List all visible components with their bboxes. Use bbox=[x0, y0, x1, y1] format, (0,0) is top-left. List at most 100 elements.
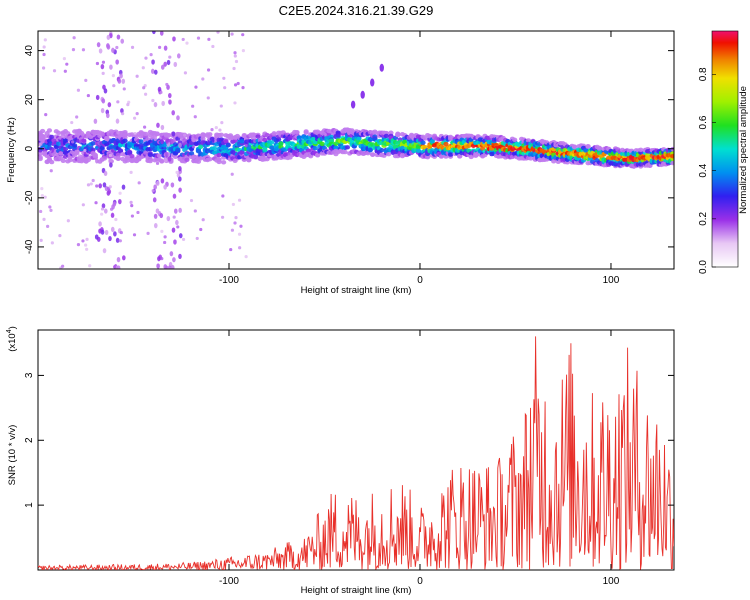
spectrogram-cell bbox=[39, 128, 46, 134]
noise-cell bbox=[95, 61, 100, 66]
noise-cell bbox=[241, 33, 245, 37]
noise-cell bbox=[76, 88, 81, 92]
noise-cell bbox=[178, 176, 182, 182]
noise-cell bbox=[75, 115, 79, 119]
spectrogram-cell bbox=[443, 141, 449, 147]
spectrogram-cell bbox=[62, 146, 69, 152]
noise-cell bbox=[163, 240, 167, 245]
spectrogram-cell bbox=[147, 158, 153, 164]
noise-cell bbox=[116, 131, 120, 135]
noise-cell bbox=[98, 48, 103, 54]
spectrogram-ylabel: Frequency (Hz) bbox=[6, 117, 17, 182]
noise-cell bbox=[120, 108, 124, 114]
noise-cell bbox=[219, 104, 223, 108]
noise-cell bbox=[237, 232, 242, 236]
noise-cell bbox=[95, 158, 99, 164]
noise-cell bbox=[103, 155, 107, 159]
noise-cell bbox=[168, 92, 172, 99]
snr-multiplier-exp: 4 bbox=[6, 329, 13, 333]
colorbar-tick-label: 0.4 bbox=[698, 163, 709, 177]
spectrogram-cell bbox=[269, 140, 275, 145]
spectrogram-cell bbox=[115, 152, 121, 158]
noise-cell bbox=[171, 227, 176, 233]
noise-cell bbox=[116, 34, 121, 40]
noise-cell bbox=[104, 185, 109, 192]
spectrogram-cell bbox=[367, 147, 373, 153]
noise-cell bbox=[118, 191, 122, 195]
noise-cell bbox=[85, 247, 89, 251]
spectrogram-cell bbox=[53, 144, 59, 150]
noise-cell bbox=[44, 113, 48, 117]
spectrogram-cell bbox=[67, 157, 73, 163]
noise-cell bbox=[153, 101, 158, 108]
noise-cell bbox=[135, 74, 139, 78]
spectrogram-cell bbox=[49, 159, 55, 165]
noise-cell bbox=[76, 243, 81, 247]
spectrogram-cell bbox=[457, 153, 463, 159]
colorbar-gradient bbox=[711, 30, 739, 268]
spectrogram-cell bbox=[305, 148, 312, 154]
noise-cell bbox=[129, 200, 133, 204]
noise-cell bbox=[115, 237, 120, 243]
spectrogram-cell bbox=[596, 146, 603, 151]
noise-cell bbox=[206, 96, 210, 100]
noise-cell bbox=[96, 42, 101, 48]
spectrogram-cell bbox=[315, 153, 321, 158]
spectrogram-cell bbox=[246, 157, 252, 163]
noise-cell bbox=[52, 69, 57, 73]
noise-cell bbox=[132, 233, 137, 237]
noise-cell bbox=[114, 133, 119, 139]
noise-cell bbox=[156, 180, 160, 186]
noise-cell bbox=[206, 68, 211, 72]
noise-cell bbox=[160, 64, 165, 70]
noise-cell bbox=[239, 224, 243, 228]
noise-cell bbox=[185, 41, 189, 45]
noise-cell bbox=[136, 210, 140, 215]
noise-cell bbox=[81, 239, 85, 243]
spectrogram-cell bbox=[399, 145, 406, 151]
noise-cell bbox=[233, 221, 237, 225]
noise-cell bbox=[233, 83, 238, 87]
noise-cell bbox=[107, 189, 112, 195]
noise-cell bbox=[101, 131, 105, 137]
noise-cell bbox=[98, 221, 102, 227]
noise-cell bbox=[160, 178, 165, 184]
spectrogram-cell bbox=[221, 160, 227, 165]
noise-cell bbox=[176, 225, 180, 229]
noise-cell bbox=[238, 246, 242, 250]
noise-cell bbox=[61, 264, 65, 268]
ytick-label: 20 bbox=[24, 94, 35, 106]
noise-cell bbox=[102, 248, 107, 254]
noise-cell bbox=[108, 158, 112, 164]
spectrogram-cell bbox=[207, 156, 213, 162]
spectrogram-cell bbox=[90, 141, 96, 146]
noise-cell bbox=[183, 133, 187, 137]
noise-cell bbox=[118, 239, 122, 243]
spectrogram-cell bbox=[512, 137, 518, 143]
noise-cell bbox=[178, 207, 182, 213]
noise-cell bbox=[126, 102, 130, 107]
spectrogram-cell bbox=[356, 136, 362, 141]
spectrogram-cell bbox=[108, 145, 114, 150]
xtick-label: -100 bbox=[219, 275, 239, 286]
xtick-label: 0 bbox=[417, 576, 423, 587]
spectrogram-xlabel: Height of straight line (km) bbox=[301, 285, 412, 296]
spectrogram-cell bbox=[344, 145, 351, 150]
spectrogram-cell bbox=[60, 158, 66, 164]
spectrogram-cell bbox=[198, 144, 204, 150]
xtick-label: 100 bbox=[603, 275, 620, 286]
snr-ylabel: SNR (10 * v/v) bbox=[7, 425, 18, 486]
noise-cell bbox=[102, 182, 107, 188]
noise-cell bbox=[110, 226, 115, 232]
noise-cell bbox=[94, 234, 99, 240]
noise-cell bbox=[237, 198, 242, 202]
noise-cell bbox=[115, 45, 119, 50]
noise-cell bbox=[241, 48, 245, 53]
noise-cell bbox=[48, 205, 52, 209]
noise-cell bbox=[108, 153, 112, 158]
spectrogram-cell bbox=[303, 129, 309, 134]
noise-cell bbox=[233, 101, 237, 105]
noise-cell bbox=[218, 128, 222, 132]
noise-cell bbox=[101, 203, 106, 209]
spectrogram-cell bbox=[319, 141, 325, 147]
